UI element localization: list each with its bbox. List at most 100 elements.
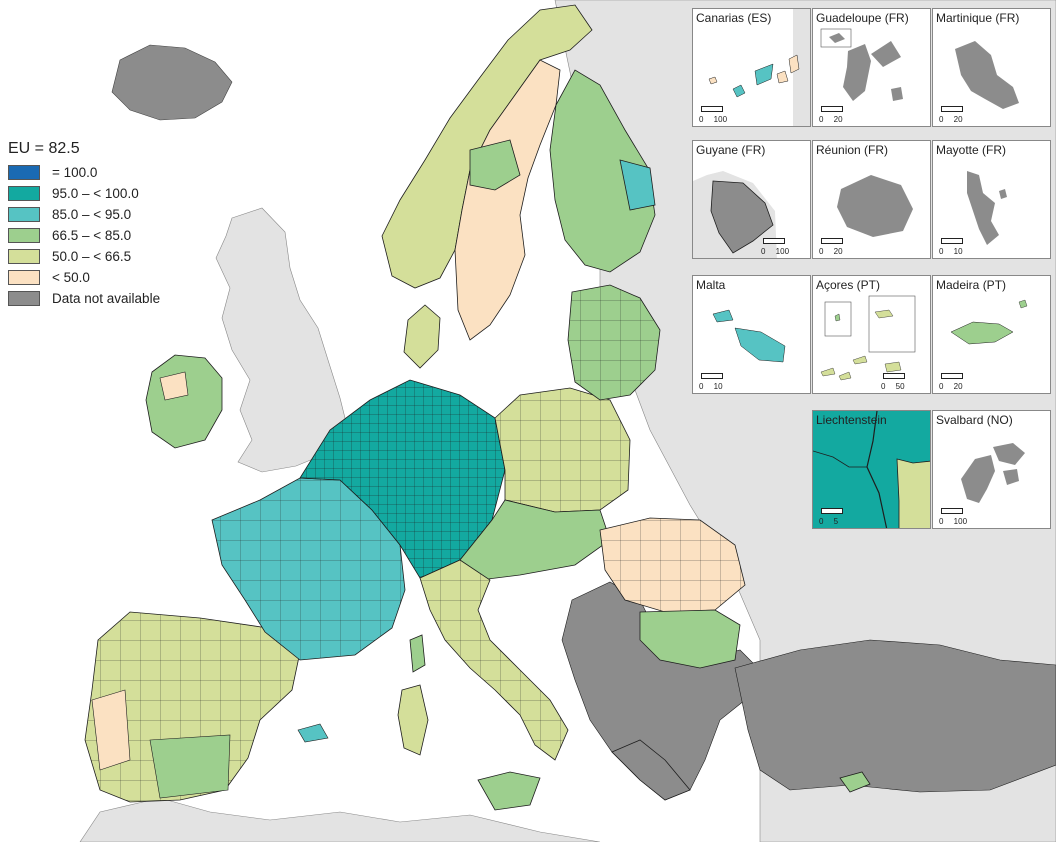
inset-acores[interactable]: Açores (PT) 0 50 xyxy=(812,275,931,394)
inset-svalbard[interactable]: Svalbard (NO) 0 100 xyxy=(932,410,1051,529)
scale-bar xyxy=(701,373,723,379)
inset-label: Mayotte (FR) xyxy=(936,143,1007,157)
italy-grid xyxy=(420,560,568,760)
inset-guyane[interactable]: Guyane (FR) 0 100 xyxy=(692,140,811,259)
legend-swatch xyxy=(8,270,40,285)
legend-swatch xyxy=(8,249,40,264)
inset-canarias[interactable]: Canarias (ES) 0 100 xyxy=(692,8,811,127)
map-legend: EU = 82.5 = 100.0 95.0 – < 100.0 85.0 – … xyxy=(8,140,160,309)
inset-malta-map xyxy=(712,309,786,363)
scale-text: 0 10 xyxy=(939,247,963,256)
ireland-region xyxy=(145,354,223,449)
inset-mayotte[interactable]: Mayotte (FR) 0 10 xyxy=(932,140,1051,259)
scale-text: 0 20 xyxy=(939,115,963,124)
legend-label: 66.5 – < 85.0 xyxy=(52,228,132,243)
inset-reunion[interactable]: Réunion (FR) 0 20 xyxy=(812,140,931,259)
iceland-land xyxy=(111,44,233,121)
bulgaria-region xyxy=(639,609,741,669)
inset-label: Liechtenstein xyxy=(816,413,887,427)
inset-svalbard-map xyxy=(961,443,1025,503)
inset-label: Açores (PT) xyxy=(816,278,881,292)
legend-label: 50.0 – < 66.5 xyxy=(52,249,132,264)
legend-label: < 50.0 xyxy=(52,270,90,285)
scale-text: 0 10 xyxy=(699,382,723,391)
legend-label: Data not available xyxy=(52,291,161,306)
inset-label: Martinique (FR) xyxy=(936,11,1020,25)
inset-liechtenstein[interactable]: Liechtenstein 0 5 xyxy=(812,410,931,529)
scale-text: 0 100 xyxy=(939,517,968,526)
legend-label: 85.0 – < 95.0 xyxy=(52,207,132,222)
legend-title: EU = 82.5 xyxy=(8,140,80,157)
scale-bar xyxy=(941,238,963,244)
legend-item: Data not available xyxy=(8,288,160,309)
poland-grid xyxy=(495,388,630,512)
cyprus-region xyxy=(839,771,871,793)
scale-text: 0 5 xyxy=(819,517,839,526)
scale-bar xyxy=(701,106,723,112)
inset-mayotte-map xyxy=(967,171,1007,245)
inset-label: Malta xyxy=(696,278,726,292)
legend-swatch xyxy=(8,165,40,180)
north-africa-land xyxy=(79,797,601,843)
scale-bar xyxy=(941,508,963,514)
inset-canarias-map xyxy=(708,9,810,126)
legend-item: < 50.0 xyxy=(8,267,160,288)
sweden-south-region xyxy=(469,139,521,191)
sardinia-region xyxy=(397,684,429,756)
inset-martinique[interactable]: Martinique (FR) 0 20 xyxy=(932,8,1051,127)
scale-text: 0 100 xyxy=(699,115,728,124)
legend-item: 85.0 – < 95.0 xyxy=(8,204,160,225)
legend-item: = 100.0 xyxy=(8,162,160,183)
inset-guadeloupe[interactable]: Guadeloupe (FR) 0 20 xyxy=(812,8,931,127)
inset-label: Réunion (FR) xyxy=(816,143,889,157)
legend-swatch xyxy=(8,207,40,222)
ireland-south-region xyxy=(159,371,189,401)
scale-bar xyxy=(821,106,843,112)
inset-label: Guyane (FR) xyxy=(696,143,766,157)
scale-bar xyxy=(941,373,963,379)
legend-item: 50.0 – < 66.5 xyxy=(8,246,160,267)
turkey-nodata xyxy=(734,639,1056,793)
corsica-region xyxy=(409,634,426,673)
scale-text: 0 20 xyxy=(819,115,843,124)
inset-reunion-map xyxy=(837,175,913,237)
inset-label: Madeira (PT) xyxy=(936,278,1007,292)
inset-guadeloupe-map xyxy=(820,28,903,101)
scale-text: 0 20 xyxy=(939,382,963,391)
scale-text: 0 20 xyxy=(819,247,843,256)
scale-text: 0 100 xyxy=(761,247,790,256)
scale-bar xyxy=(821,508,843,514)
denmark-region xyxy=(403,304,441,369)
legend-swatch xyxy=(8,228,40,243)
finland-region xyxy=(549,69,656,273)
legend-swatch xyxy=(8,291,40,306)
inset-madeira-map xyxy=(950,299,1028,345)
legend-label: 95.0 – < 100.0 xyxy=(52,186,139,201)
inset-label: Canarias (ES) xyxy=(696,11,772,25)
inset-label: Svalbard (NO) xyxy=(936,413,1013,427)
iberia-west-region xyxy=(91,689,131,771)
inset-madeira[interactable]: Madeira (PT) 0 20 xyxy=(932,275,1051,394)
inset-liechtenstein-map xyxy=(813,411,930,528)
sweden-region xyxy=(454,59,561,341)
greece-region xyxy=(611,739,691,801)
inset-acores-map xyxy=(820,295,916,381)
sicily-region xyxy=(477,771,541,811)
inset-malta[interactable]: Malta 0 10 xyxy=(692,275,811,394)
finland-east-region xyxy=(619,159,656,211)
scale-bar xyxy=(821,238,843,244)
balearic-region xyxy=(297,723,329,743)
scale-bar xyxy=(941,106,963,112)
inset-martinique-map xyxy=(955,41,1019,109)
great-britain-land xyxy=(215,207,349,473)
inset-label: Guadeloupe (FR) xyxy=(816,11,909,25)
iberia-south-region xyxy=(149,734,231,799)
legend-label: = 100.0 xyxy=(52,165,98,180)
inset-guyane-map xyxy=(693,171,777,258)
czechia-austria-region xyxy=(459,499,611,581)
scale-bar xyxy=(763,238,785,244)
legend-swatch xyxy=(8,186,40,201)
scale-text: 0 50 xyxy=(881,382,905,391)
